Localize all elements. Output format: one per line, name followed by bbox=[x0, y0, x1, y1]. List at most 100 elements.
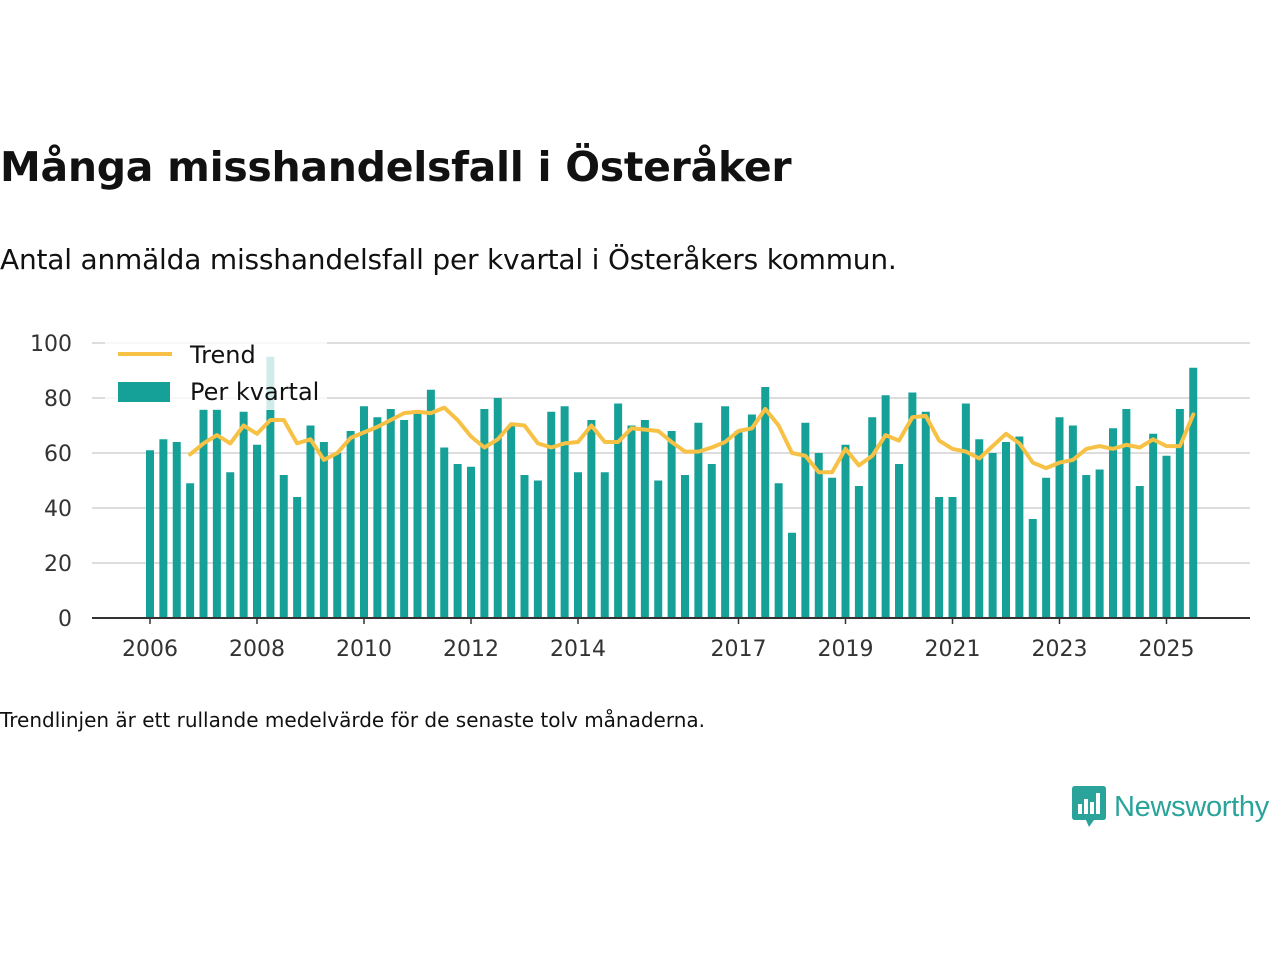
bar bbox=[841, 444, 850, 618]
bar bbox=[961, 403, 970, 618]
y-tick-label: 60 bbox=[44, 442, 72, 467]
y-tick-label: 0 bbox=[58, 607, 72, 632]
x-tick-label: 2006 bbox=[122, 637, 178, 662]
bar bbox=[226, 472, 235, 618]
x-tick-label: 2017 bbox=[711, 637, 767, 662]
bar bbox=[386, 409, 395, 618]
bar bbox=[493, 398, 502, 618]
x-tick-label: 2019 bbox=[818, 637, 874, 662]
x-tick-label: 2014 bbox=[550, 637, 606, 662]
bar bbox=[1028, 519, 1037, 618]
y-tick-label: 80 bbox=[44, 387, 72, 412]
bar bbox=[681, 475, 689, 618]
bar bbox=[640, 420, 649, 618]
bar bbox=[426, 389, 435, 618]
x-tick-label: 2012 bbox=[443, 637, 499, 662]
bar bbox=[895, 464, 903, 618]
bar bbox=[707, 464, 716, 618]
bar bbox=[253, 444, 261, 618]
bar-series bbox=[146, 356, 1198, 618]
x-axis: 2006 2008 2010 2012 2014 2017 2019 2021 2023 2025 bbox=[92, 617, 1250, 662]
bar bbox=[975, 439, 984, 618]
y-axis-labels: 0 20 40 60 80 100 bbox=[30, 332, 72, 632]
bar bbox=[1095, 469, 1104, 618]
bar bbox=[319, 442, 328, 618]
bar bbox=[587, 420, 596, 618]
bar bbox=[440, 447, 449, 618]
bar bbox=[480, 409, 489, 618]
bar bbox=[1135, 486, 1144, 618]
bar bbox=[360, 406, 368, 618]
x-tick-label: 2021 bbox=[925, 637, 981, 662]
bar bbox=[1015, 436, 1024, 618]
bar bbox=[1189, 367, 1198, 618]
bar bbox=[199, 409, 208, 618]
bar bbox=[774, 483, 783, 618]
chart-subtitle: Antal anmälda misshandelsfall per kvarta… bbox=[0, 243, 897, 276]
bar bbox=[507, 425, 516, 618]
bar bbox=[1068, 425, 1077, 618]
bar bbox=[146, 450, 154, 618]
bar bbox=[333, 453, 342, 618]
bar bbox=[1149, 433, 1158, 618]
bar bbox=[533, 480, 542, 618]
bar bbox=[159, 439, 168, 618]
x-tick-label: 2025 bbox=[1139, 637, 1195, 662]
bar bbox=[1055, 417, 1064, 618]
bar bbox=[627, 425, 636, 618]
legend-bar-label: Per kvartal bbox=[190, 378, 319, 406]
bar bbox=[828, 477, 837, 618]
bar bbox=[346, 431, 355, 618]
bar bbox=[413, 411, 422, 618]
bar bbox=[921, 411, 930, 618]
bar bbox=[1175, 409, 1184, 618]
bar bbox=[172, 442, 181, 618]
bar bbox=[400, 420, 409, 618]
bar bbox=[373, 417, 382, 618]
bar bbox=[239, 411, 248, 618]
bar bbox=[293, 497, 302, 618]
x-tick-label: 2023 bbox=[1032, 637, 1088, 662]
bar bbox=[520, 475, 529, 618]
bar bbox=[600, 472, 609, 618]
bar bbox=[935, 497, 944, 618]
x-tick-label: 2008 bbox=[229, 637, 285, 662]
bar bbox=[734, 431, 743, 618]
bar bbox=[279, 475, 288, 618]
bar bbox=[654, 480, 663, 618]
y-tick-label: 100 bbox=[30, 332, 72, 357]
bar bbox=[266, 356, 275, 618]
chart: 0 20 40 60 80 100 2006 2008 2010 2012 2014 2017 201… bbox=[30, 332, 1250, 662]
bar bbox=[1082, 475, 1091, 618]
bar bbox=[868, 417, 877, 618]
bar bbox=[988, 453, 997, 618]
bar bbox=[747, 414, 756, 618]
bar bbox=[721, 406, 730, 618]
y-tick-label: 40 bbox=[44, 497, 72, 522]
bar bbox=[1002, 442, 1010, 618]
bar bbox=[186, 483, 195, 618]
bar bbox=[547, 411, 556, 618]
bar bbox=[1162, 455, 1171, 618]
chart-title: Många misshandelsfall i Österåker bbox=[0, 143, 792, 191]
bar bbox=[948, 497, 957, 618]
bar bbox=[574, 472, 582, 618]
y-tick-label: 20 bbox=[44, 552, 72, 577]
legend-trend-label: Trend bbox=[189, 341, 256, 369]
legend: Trend Per kvartal bbox=[105, 340, 327, 410]
bar bbox=[854, 486, 863, 618]
footnote: Trendlinjen är ett rullande medelvärde f… bbox=[0, 708, 706, 732]
bar bbox=[1042, 477, 1051, 618]
brand-logo: Newsworthy bbox=[1072, 786, 1269, 828]
bar bbox=[761, 387, 770, 618]
bar bbox=[560, 406, 569, 618]
trend-line bbox=[188, 405, 1196, 475]
bar bbox=[467, 466, 475, 618]
bar bbox=[1109, 428, 1117, 618]
x-tick-label: 2010 bbox=[336, 637, 392, 662]
bar bbox=[788, 532, 796, 618]
bar bbox=[453, 464, 462, 618]
bar-chart-speech-bubble-icon bbox=[1072, 786, 1106, 827]
brand-name: Newsworthy bbox=[1114, 790, 1269, 823]
bar bbox=[908, 392, 917, 618]
